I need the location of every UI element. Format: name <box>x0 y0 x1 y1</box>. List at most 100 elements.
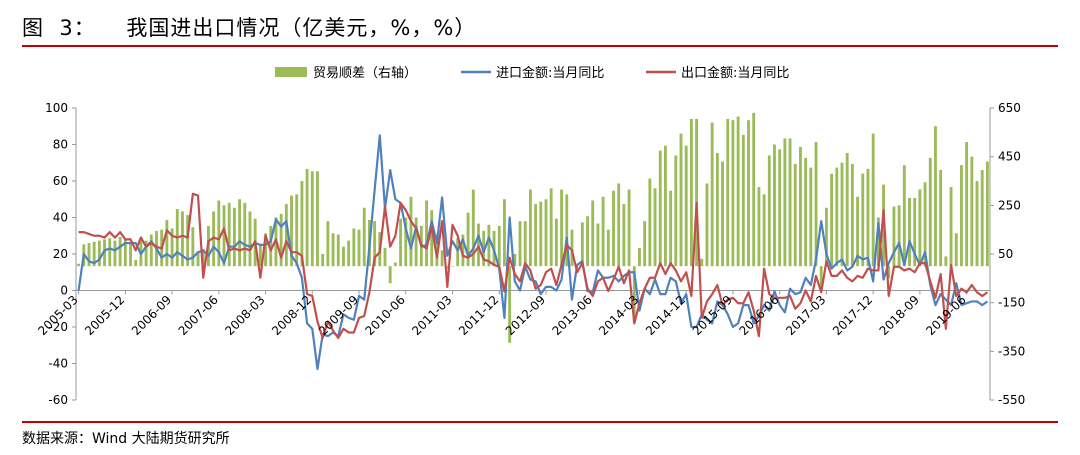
trade-chart: 贸易顺差（右轴） 进口金额:当月同比 出口金额:当月同比 100 80 60 40 20 0 -… <box>35 65 1025 407</box>
legend-label-export: 出口金额:当月同比 <box>681 65 789 81</box>
trade-balance-bar <box>118 236 122 267</box>
trade-balance-bar <box>477 223 480 267</box>
left-tick-label: 20 <box>53 247 68 261</box>
trade-balance-bar <box>902 165 906 267</box>
trade-balance-bar <box>227 202 231 267</box>
trade-balance-bar <box>471 189 475 267</box>
trade-balance-bar <box>404 217 408 267</box>
trade-balance-bar <box>196 251 200 267</box>
trade-balance-bar <box>357 229 361 267</box>
trade-balance-bar <box>456 238 460 267</box>
trade-balance-bar <box>342 246 345 267</box>
trade-balance-bar <box>892 206 896 267</box>
trade-balance-bar <box>310 171 314 267</box>
data-source: 数据来源：Wind 大陆期货研究所 <box>22 431 230 447</box>
trade-balance-bar <box>586 216 589 267</box>
trade-balance-bar <box>513 254 517 267</box>
trade-balance-bar <box>975 181 979 267</box>
x-tick-label: 2008-03 <box>222 293 267 338</box>
trade-balance-bar <box>721 161 724 267</box>
trade-balance-bar <box>279 213 283 267</box>
trade-balance-bar <box>113 240 117 267</box>
trade-balance-bar <box>767 155 771 267</box>
trade-balance-bar <box>134 260 138 267</box>
trade-balance-bar <box>965 142 969 267</box>
trade-balance-bar <box>388 266 392 284</box>
trade-balance-bar <box>300 181 304 267</box>
trade-balance-bar <box>627 189 631 267</box>
trade-balance-bar <box>181 211 184 267</box>
trade-balance-bar <box>554 218 558 267</box>
trade-balance-bar <box>741 134 745 267</box>
left-tick-label: 100 <box>45 101 68 115</box>
left-tick-label: 80 <box>53 138 68 152</box>
title-divider <box>22 45 1058 47</box>
right-tick-label: -350 <box>998 344 1025 358</box>
x-tick-label: 2014-12 <box>643 293 688 338</box>
figure-title: 图 3： 我国进出口情况（亿美元，%，%） <box>22 16 477 40</box>
right-tick-label: 50 <box>998 247 1013 261</box>
trade-balance-bar <box>648 178 652 267</box>
trade-balance-bar <box>321 254 325 267</box>
trade-balance-bar <box>804 157 808 267</box>
left-tick-label: -40 <box>48 357 68 371</box>
right-tick-label: 250 <box>998 198 1021 212</box>
trade-balance-bar <box>269 226 273 267</box>
trade-balance-bar <box>92 241 96 267</box>
trade-balance-bar <box>591 200 595 267</box>
trade-balance-bar <box>305 168 309 267</box>
trade-balance-bar <box>487 224 491 267</box>
legend-swatch-trade-balance <box>275 67 307 77</box>
trade-balance-bar <box>944 256 948 267</box>
trade-balance-bar <box>284 204 288 267</box>
trade-balance-bar <box>799 146 802 267</box>
trade-balance-bar <box>814 142 818 267</box>
trade-balance-bar <box>700 258 704 267</box>
right-tick-label: -150 <box>998 296 1025 310</box>
trade-balance-bar <box>612 190 615 267</box>
trade-balance-bar <box>876 217 880 267</box>
trade-balance-bar <box>830 173 834 267</box>
trade-balance-bar <box>149 234 153 267</box>
trade-balance-bar <box>643 221 647 267</box>
trade-balance-bar <box>684 145 688 267</box>
right-tick-label: -550 <box>998 393 1025 407</box>
trade-balance-bar <box>497 226 501 267</box>
x-tick-label: 2006-09 <box>129 293 174 338</box>
trade-balance-bar <box>243 202 247 267</box>
trade-balance-bar <box>191 227 195 267</box>
trade-balance-bar <box>960 165 963 267</box>
trade-balance-bar <box>170 228 174 267</box>
trade-balance-bar <box>87 243 91 267</box>
trade-balance-bar <box>201 249 205 267</box>
trade-balance-bar <box>695 118 699 267</box>
trade-balance-bar <box>715 153 719 267</box>
trade-balance-bar <box>866 168 870 267</box>
trade-balance-bar <box>316 171 319 267</box>
trade-balance-bar <box>165 219 169 267</box>
trade-balance-bar <box>399 218 403 267</box>
trade-balance-bar <box>264 233 267 267</box>
right-tick-label: 450 <box>998 150 1021 164</box>
trade-balance-bar <box>824 207 828 267</box>
trade-balance-bar <box>638 247 641 267</box>
export-yoy-line <box>78 192 989 340</box>
trade-balance-bar <box>451 266 454 267</box>
trade-balance-bar <box>232 207 236 267</box>
x-tick-label: 2018-09 <box>877 293 922 338</box>
trade-balance-bar <box>186 215 190 267</box>
left-tick-label: -20 <box>48 320 68 334</box>
trade-balance-bar <box>217 200 221 267</box>
legend-label-trade-balance: 贸易顺差（右轴） <box>313 66 417 81</box>
trade-balance-bar <box>466 212 470 267</box>
trade-balance-bar <box>373 221 377 267</box>
trade-balance-bar <box>222 205 226 267</box>
trade-balance-bar <box>362 207 366 267</box>
trade-balance-bar <box>596 223 600 267</box>
trade-balance-bar <box>440 250 444 267</box>
x-tick-label: 2011-03 <box>409 293 454 338</box>
trade-balance-bar <box>970 156 974 267</box>
trade-balance-bar <box>560 189 563 267</box>
trade-balance-bar <box>778 149 782 267</box>
legend-label-import: 进口金额:当月同比 <box>496 65 604 81</box>
